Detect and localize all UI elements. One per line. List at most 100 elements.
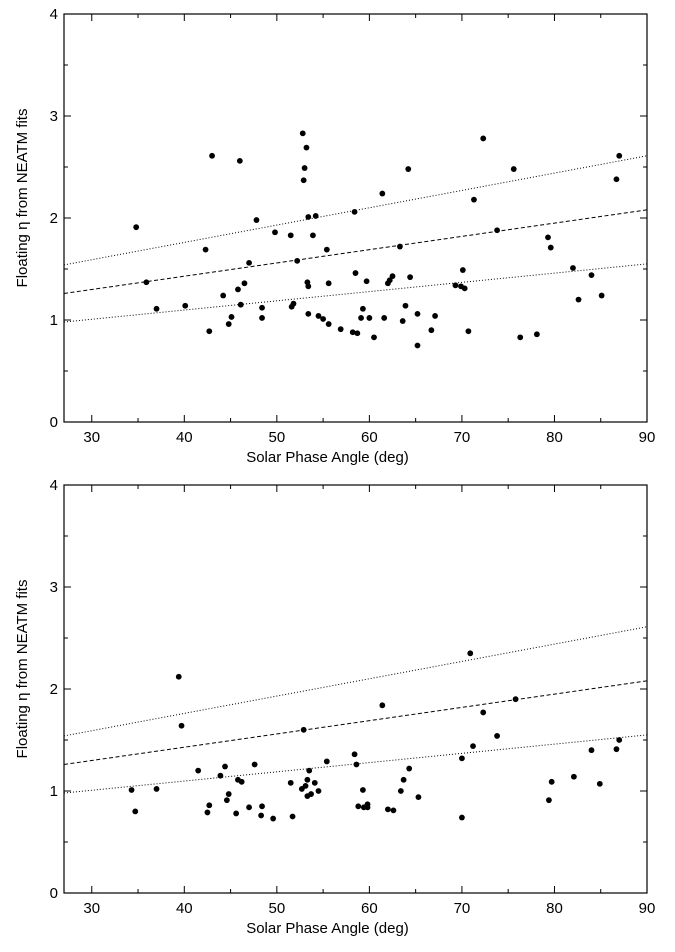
data-point	[289, 813, 296, 820]
plot-frame	[63, 13, 648, 423]
data-point	[351, 208, 358, 215]
y-tick-label: 2	[50, 681, 58, 698]
data-point	[415, 794, 422, 801]
data-point	[494, 733, 500, 739]
data-point	[358, 315, 364, 321]
data-point	[304, 776, 311, 783]
data-point	[381, 315, 388, 321]
top-panel: 30 40 50 60 70 80 90 0 1 2 3 4 Solar Phase Angle (de…	[14, 6, 655, 466]
data-point	[236, 157, 243, 164]
data-point	[323, 246, 330, 253]
data-point	[182, 302, 189, 309]
data-point	[259, 803, 265, 810]
data-point	[241, 280, 248, 287]
data-point	[204, 809, 211, 816]
data-point	[133, 224, 140, 231]
data-point	[217, 772, 224, 779]
y-axis-label: Floating η from NEATM fits	[14, 580, 31, 759]
data-point	[407, 274, 413, 281]
data-point	[360, 787, 366, 793]
y-tick-label: 3	[50, 579, 58, 596]
data-point	[616, 152, 623, 159]
data-point	[303, 144, 310, 151]
data-point	[354, 330, 361, 337]
data-point	[178, 722, 185, 729]
data-point	[596, 780, 603, 787]
y-tick-label: 0	[50, 885, 58, 902]
data-point	[480, 135, 487, 142]
data-point	[202, 246, 209, 253]
y-tick-label: 3	[50, 108, 58, 125]
data-point	[517, 334, 524, 341]
x-tick-label: 80	[546, 429, 563, 446]
data-point	[251, 761, 258, 768]
x-tick-label: 90	[639, 429, 656, 446]
data-point	[287, 779, 294, 786]
data-point	[299, 130, 306, 137]
data-point	[414, 342, 421, 349]
data-point	[259, 304, 265, 311]
data-point	[206, 328, 213, 335]
data-point	[414, 310, 421, 317]
data-point	[287, 232, 294, 239]
data-point	[402, 302, 409, 309]
data-point	[220, 292, 227, 299]
data-point	[470, 743, 476, 750]
data-point	[588, 747, 595, 754]
data-point	[397, 788, 404, 794]
data-point	[228, 314, 235, 320]
data-point	[310, 232, 316, 239]
data-point	[351, 751, 358, 758]
data-point	[598, 292, 605, 299]
trend-lines	[64, 155, 647, 323]
dotted-trend-line	[64, 626, 647, 737]
x-tick-label: 60	[361, 900, 378, 917]
data-point	[301, 165, 308, 171]
data-point	[390, 807, 397, 814]
data-point	[349, 329, 356, 336]
data-point	[325, 321, 332, 327]
data-point	[300, 726, 307, 733]
x-tick-label: 90	[639, 900, 656, 917]
data-point	[545, 234, 551, 241]
data-point	[258, 812, 265, 819]
data-point	[223, 797, 230, 804]
data-point	[386, 277, 393, 284]
data-point	[294, 257, 301, 264]
dashed-trend-line	[64, 680, 647, 765]
data-point	[305, 283, 312, 290]
y-tick-label: 1	[50, 783, 58, 800]
data-point	[128, 787, 135, 793]
data-point	[512, 696, 519, 703]
data-point	[175, 673, 182, 680]
data-point	[311, 779, 318, 786]
x-tick-label: 40	[176, 429, 193, 446]
data-point	[360, 305, 366, 312]
data-point	[308, 791, 314, 797]
data-point	[153, 305, 160, 312]
data-point	[353, 761, 360, 768]
x-tick-label: 30	[83, 900, 100, 917]
data-point	[315, 313, 322, 319]
x-tick-label: 50	[268, 429, 285, 446]
x-axis-label: Solar Phase Angle (deg)	[246, 449, 409, 466]
data-point	[290, 300, 297, 307]
data-point	[270, 815, 277, 822]
bottom-panel: 30 40 50 60 70 80 90 0 1 2 3 4 Solar Phase Angle (de…	[14, 477, 655, 937]
data-point	[306, 767, 313, 774]
y-tick-label: 1	[50, 312, 58, 329]
data-point	[363, 278, 370, 285]
data-point	[432, 313, 438, 319]
data-point	[206, 802, 213, 809]
data-point	[235, 286, 241, 293]
data-point	[253, 217, 260, 223]
data-point	[467, 650, 474, 657]
data-point	[233, 810, 240, 817]
data-point	[494, 227, 500, 234]
data-point	[371, 334, 377, 341]
data-point	[364, 804, 371, 811]
data-point	[305, 214, 312, 220]
x-tick-label: 40	[176, 900, 193, 917]
data-point	[355, 803, 362, 810]
